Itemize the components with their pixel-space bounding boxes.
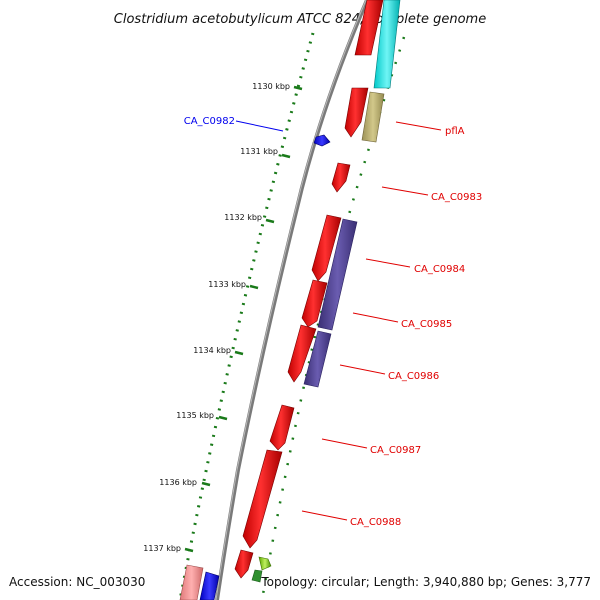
genome-backbone	[215, 0, 369, 600]
tick-label: 1134 kbp	[193, 346, 231, 355]
gene-arrow[interactable]	[287, 324, 317, 383]
leader-line	[365, 258, 411, 268]
label-leaders	[235, 120, 442, 521]
leader-line	[339, 364, 386, 375]
tick-labels: 1130 kbp 1131 kbp 1132 kbp 1133 kbp 1134…	[143, 82, 290, 553]
tick-label: 1137 kbp	[143, 544, 181, 553]
gene-arrow-inner[interactable]	[313, 134, 331, 147]
cds-block[interactable]	[199, 571, 220, 600]
leader-line	[352, 312, 399, 323]
tick-1132	[265, 218, 275, 224]
tick-1133	[249, 284, 259, 290]
topology-info: Topology: circular; Length: 3,940,880 bp…	[260, 575, 591, 589]
cds-block[interactable]	[373, 0, 401, 89]
gene-arrow[interactable]	[331, 162, 351, 193]
gene-arrow[interactable]	[242, 449, 283, 549]
gene-arrow[interactable]	[234, 549, 254, 579]
gene-label-ca-c0986[interactable]: CA_C0986	[388, 371, 439, 382]
gene-label-ca-c0987[interactable]: CA_C0987	[370, 445, 421, 456]
cds-track	[179, 0, 401, 600]
map-title: Clostridium acetobutylicum ATCC 824, com…	[114, 12, 486, 27]
cds-block[interactable]	[361, 91, 385, 143]
tick-1137	[184, 547, 194, 553]
tick-1136	[201, 481, 211, 487]
gene-arrow[interactable]	[311, 214, 342, 282]
gene-arrow[interactable]	[344, 87, 369, 138]
tick-1131	[281, 153, 291, 159]
leader-line	[301, 510, 348, 521]
gene-arrow[interactable]	[301, 279, 328, 328]
tick-label: 1133 kbp	[208, 280, 246, 289]
gene-track	[234, 0, 384, 579]
gene-arrow[interactable]	[269, 404, 295, 451]
gene-label-ca-c0988[interactable]: CA_C0988	[350, 517, 401, 528]
tick-1135	[218, 415, 228, 421]
tick-label: 1130 kbp	[252, 82, 290, 91]
cds-block[interactable]	[251, 569, 263, 583]
gene-label-ca-c0984[interactable]: CA_C0984	[414, 264, 465, 275]
cds-block[interactable]	[317, 218, 358, 331]
tick-1130	[293, 85, 303, 91]
leader-line	[381, 186, 429, 196]
gene-arrow[interactable]	[354, 0, 384, 56]
tick-1134	[234, 350, 244, 356]
major-ticks	[184, 85, 303, 553]
genome-backbone-highlight	[215, 0, 367, 600]
gene-labels: CA_C0982 pflA CA_C0983 CA_C0984 CA_C0985…	[184, 116, 483, 528]
gene-label-pfla[interactable]: pflA	[445, 126, 465, 137]
leader-line	[235, 120, 284, 132]
leader-line	[395, 121, 442, 131]
cds-block[interactable]	[179, 564, 204, 600]
gene-label-ca-c0983[interactable]: CA_C0983	[431, 192, 482, 203]
leader-line	[321, 438, 368, 449]
tick-label: 1132 kbp	[224, 213, 262, 222]
feature-ring	[260, 36, 406, 600]
cds-block[interactable]	[258, 556, 272, 571]
accession-label: Accession: NC_003030	[9, 575, 145, 589]
tick-ring	[178, 32, 315, 600]
tick-label: 1136 kbp	[159, 478, 197, 487]
cds-block[interactable]	[303, 330, 332, 388]
gene-label-ca-c0982[interactable]: CA_C0982	[184, 116, 235, 127]
tick-label: 1135 kbp	[176, 411, 214, 420]
tick-label: 1131 kbp	[240, 147, 278, 156]
gene-label-ca-c0985[interactable]: CA_C0985	[401, 319, 452, 330]
